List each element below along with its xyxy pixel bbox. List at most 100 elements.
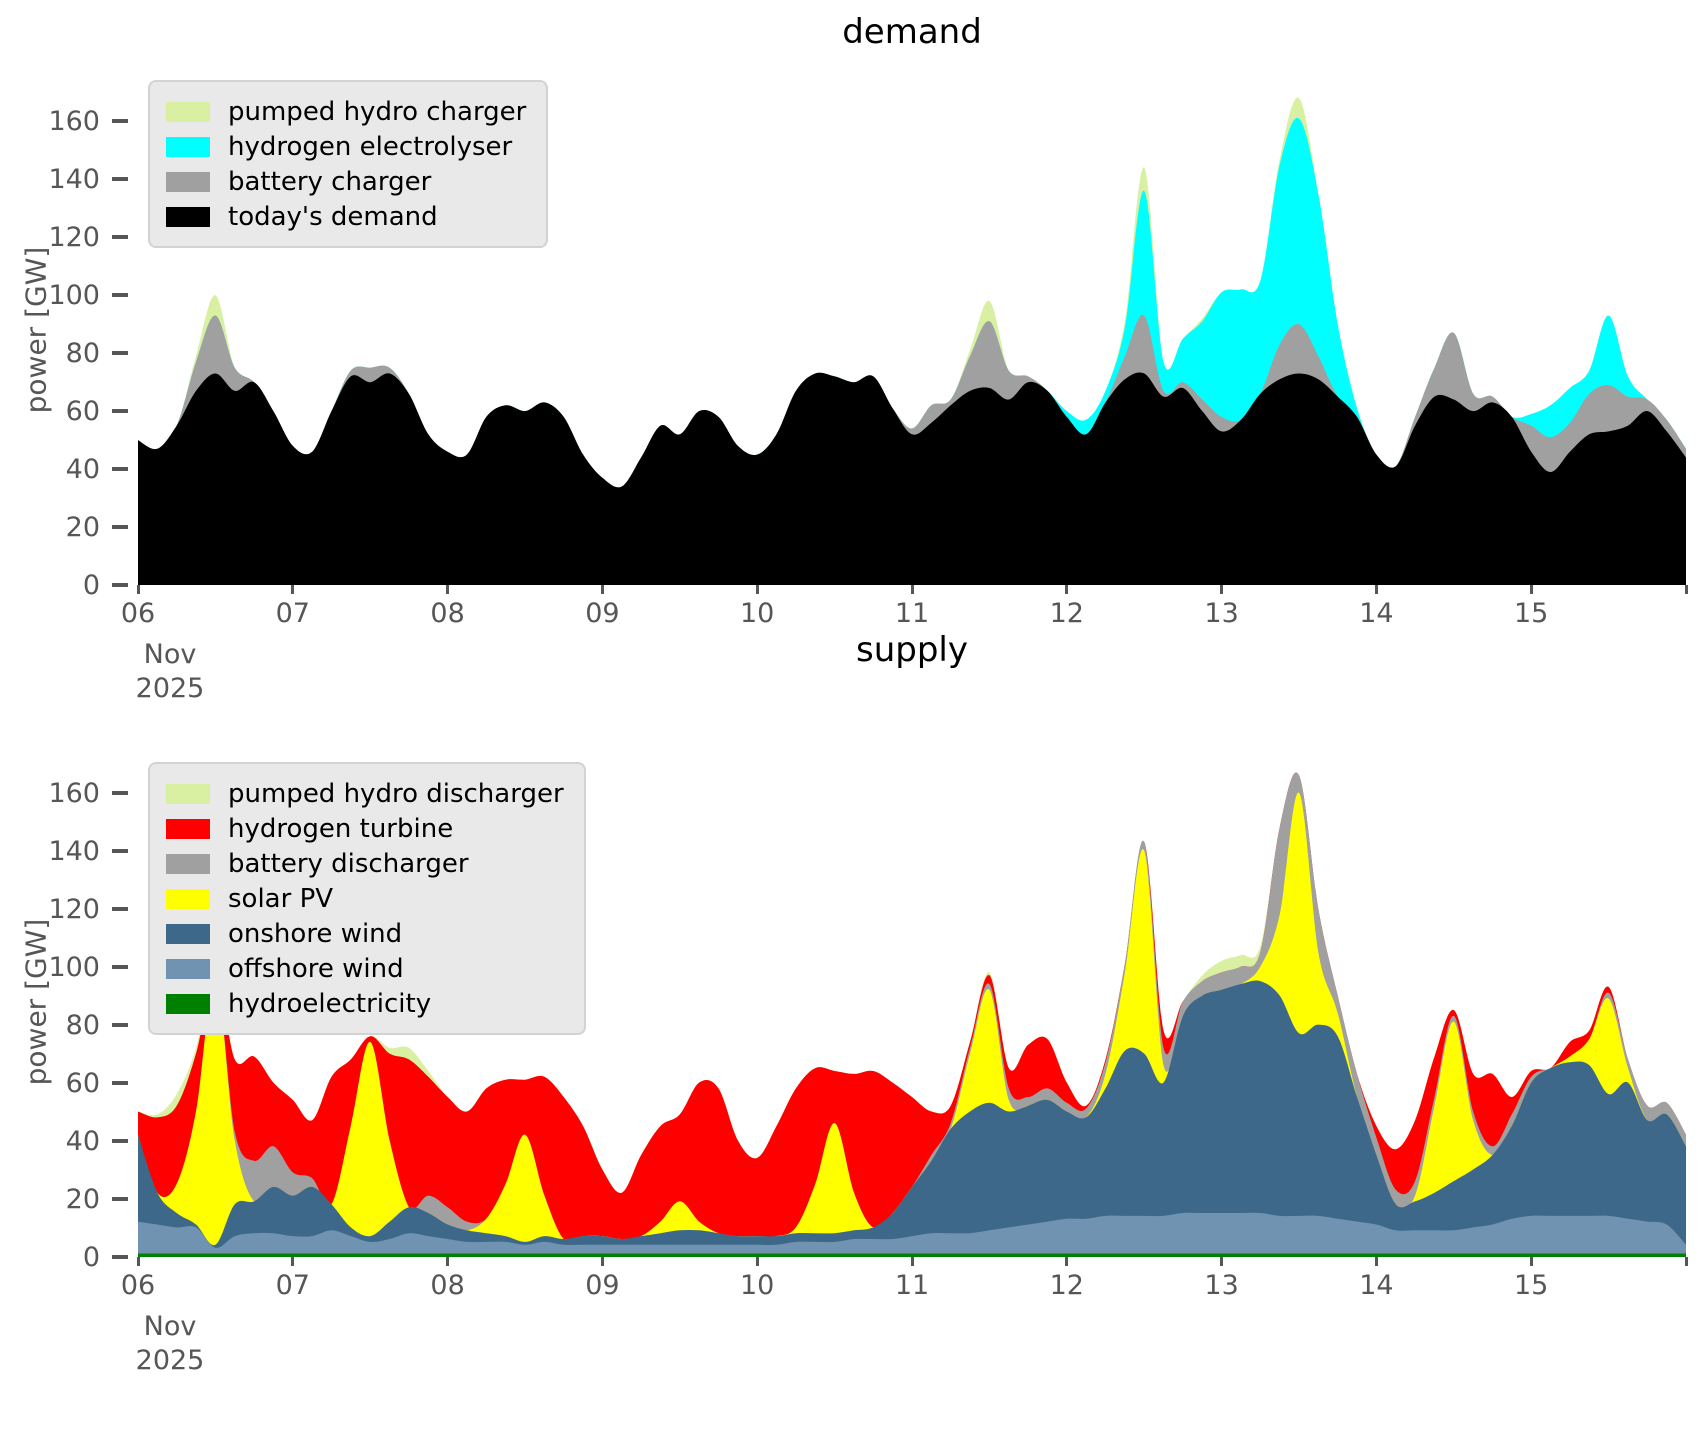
supply-y-axis-label: power [GW] [19, 918, 53, 1086]
y-tick-mark [112, 467, 128, 472]
y-tick-mark [112, 177, 128, 182]
supply-legend: pumped hydro discharger hydrogen turbine b… [148, 762, 586, 1035]
y-tick-label: 140 [48, 836, 100, 868]
x-tick-label: 08 [430, 1270, 465, 1301]
y-tick-mark [112, 849, 128, 854]
supply-area-chart [138, 772, 1686, 1257]
y-tick-label: 20 [65, 1184, 100, 1216]
x-tick-mark [910, 585, 914, 594]
area-onshore-wind [138, 980, 1686, 1257]
y-tick-mark [112, 907, 128, 912]
x-axis-date-label: Nov 2025 [110, 638, 230, 706]
legend-item-hydrogen-electrolyser: hydrogen electrolyser [166, 129, 526, 164]
y-tick-mark [112, 293, 128, 298]
legend-item-battery-discharger: battery discharger [166, 846, 564, 881]
x-tick-mark [600, 1257, 604, 1266]
x-tick-mark [446, 1257, 450, 1266]
battery-discharger-swatch-icon [166, 853, 210, 874]
x-tick-mark [1220, 1257, 1224, 1266]
y-tick-label: 60 [65, 396, 100, 428]
y-tick-label: 0 [82, 1242, 100, 1273]
legend-item-pumped-hydro-charger: pumped hydro charger [166, 94, 526, 129]
x-tick-label: 15 [1514, 598, 1549, 629]
pumped-hydro-charger-swatch-icon [166, 101, 210, 122]
legend-item-pumped-hydro-discharger: pumped hydro discharger [166, 776, 564, 811]
y-tick-label: 40 [65, 1126, 100, 1158]
x-tick-label: 14 [1359, 598, 1394, 629]
area-offshore-wind [138, 1212, 1686, 1257]
y-tick-mark [112, 1081, 128, 1086]
legend-label: hydrogen electrolyser [228, 131, 513, 162]
x-axis-date-line: Nov [143, 639, 197, 670]
y-tick-label: 140 [48, 164, 100, 196]
battery-charger-swatch-icon [166, 171, 210, 192]
y-tick-label: 80 [65, 1010, 100, 1042]
hydroelectricity-swatch-icon [166, 993, 210, 1014]
x-tick-label: 10 [740, 598, 775, 629]
y-tick-mark [112, 1197, 128, 1202]
x-tick-label: 13 [1204, 1270, 1239, 1301]
x-tick-label: 14 [1359, 1270, 1394, 1301]
onshore-wind-swatch-icon [166, 923, 210, 944]
y-tick-mark [112, 525, 128, 530]
x-tick-mark [755, 585, 759, 594]
area-today-s-demand [138, 372, 1686, 585]
demand-y-axis-label: power [GW] [19, 246, 53, 414]
y-tick-label: 0 [82, 570, 100, 601]
legend-item-hydroelectricity: hydroelectricity [166, 986, 564, 1021]
x-axis-date-label: Nov 2025 [110, 1310, 230, 1378]
y-tick-label: 20 [65, 512, 100, 544]
offshore-wind-swatch-icon [166, 958, 210, 979]
supply-chart-title: supply [856, 630, 968, 670]
x-tick-mark [755, 1257, 759, 1266]
legend-item-offshore-wind: offshore wind [166, 951, 564, 986]
hydrogen-turbine-swatch-icon [166, 818, 210, 839]
x-tick-label: 09 [585, 1270, 620, 1301]
y-tick-mark [112, 1255, 128, 1259]
x-tick-mark [600, 585, 604, 594]
x-tick-label: 06 [120, 1270, 156, 1301]
x-axis-date-line: Nov [143, 1311, 197, 1342]
y-tick-label: 60 [65, 1068, 100, 1100]
legend-label: today's demand [228, 201, 438, 232]
hydrogen-electrolyser-swatch-icon [166, 136, 210, 157]
x-tick-label: 10 [740, 1270, 775, 1301]
y-tick-label: 120 [48, 222, 100, 254]
x-tick-label: 07 [275, 1270, 310, 1301]
x-tick-mark [291, 1257, 295, 1266]
x-tick-mark [1374, 585, 1378, 594]
legend-label: onshore wind [228, 918, 403, 949]
legend-item-battery-charger: battery charger [166, 164, 526, 199]
legend-label: hydrogen turbine [228, 813, 454, 844]
legend-label: offshore wind [228, 953, 404, 984]
x-tick-mark [136, 585, 140, 594]
solar-pv-swatch-icon [166, 888, 210, 909]
x-axis-date-line: 2025 [135, 1345, 205, 1376]
demand-area-chart [138, 97, 1686, 585]
x-tick-label: 12 [1049, 598, 1084, 629]
y-tick-mark [112, 1139, 128, 1144]
y-tick-mark [112, 409, 128, 414]
y-tick-label: 120 [48, 894, 100, 926]
x-tick-mark [1374, 1257, 1378, 1266]
x-tick-mark [1220, 585, 1224, 594]
legend-item-today-s-demand: today's demand [166, 199, 526, 234]
y-tick-label: 100 [48, 280, 100, 312]
y-tick-mark [112, 235, 128, 240]
pumped-hydro-discharger-swatch-icon [166, 783, 210, 804]
y-tick-mark [112, 119, 128, 124]
x-tick-label: 06 [120, 598, 156, 629]
y-tick-label: 100 [48, 952, 100, 984]
today-s-demand-swatch-icon [166, 206, 210, 227]
x-tick-label: 12 [1049, 1270, 1084, 1301]
x-tick-mark [910, 1257, 914, 1266]
x-tick-label: 15 [1514, 1270, 1549, 1301]
legend-label: pumped hydro discharger [228, 778, 564, 809]
x-tick-mark [1065, 585, 1069, 594]
x-tick-mark [1529, 585, 1533, 594]
demand-legend: pumped hydro charger hydrogen electrolyse… [148, 80, 549, 248]
x-tick-mark [1684, 585, 1688, 594]
legend-label: hydroelectricity [228, 988, 432, 1019]
y-tick-mark [112, 1023, 128, 1028]
demand-chart-title: demand [842, 12, 982, 52]
